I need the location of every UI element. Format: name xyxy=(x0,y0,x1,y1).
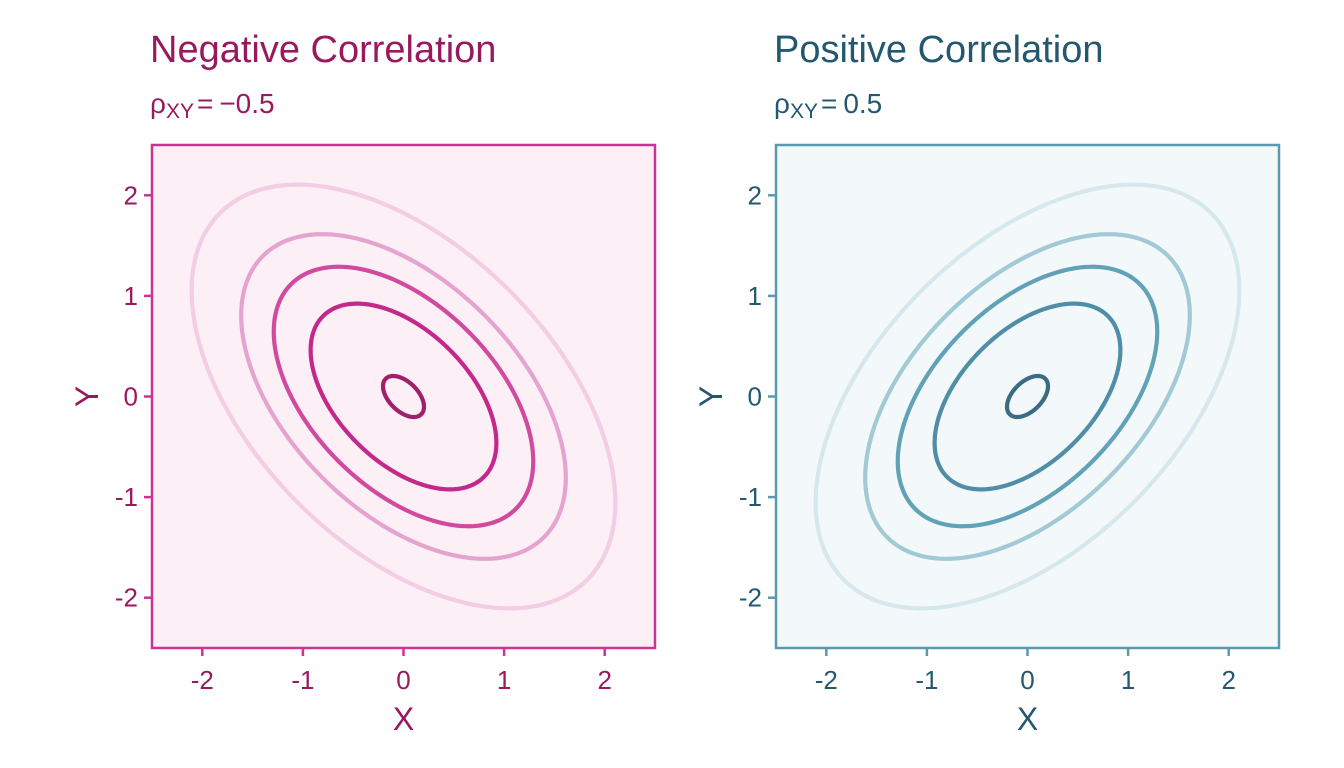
panel-subtitle: ρXY = 0.5 xyxy=(774,88,882,123)
panel-subtitle: ρXY = −0.5 xyxy=(150,88,275,123)
y-tick-label: -1 xyxy=(115,482,138,512)
y-tick-label: 0 xyxy=(124,382,138,412)
panel-title: Positive Correlation xyxy=(774,29,1103,71)
contour-level-5 xyxy=(189,182,618,611)
y-tick-label: 0 xyxy=(748,382,762,412)
contour-level-1 xyxy=(1004,373,1051,420)
contour-level-2 xyxy=(932,301,1123,492)
x-tick-label: 1 xyxy=(497,665,511,695)
x-tick-label: -1 xyxy=(915,665,938,695)
x-tick-label: 2 xyxy=(597,665,611,695)
x-axis-label: X xyxy=(393,701,414,737)
contour-level-1 xyxy=(380,373,427,420)
x-tick-label: 1 xyxy=(1121,665,1135,695)
contour-lines xyxy=(813,182,1242,611)
y-tick-label: 2 xyxy=(748,180,762,210)
x-tick-label: 2 xyxy=(1221,665,1235,695)
x-tick-label: -2 xyxy=(191,665,214,695)
contour-level-2 xyxy=(308,301,499,492)
contour-level-4 xyxy=(239,232,568,561)
contour-level-3 xyxy=(271,264,536,529)
y-tick-label: 2 xyxy=(124,180,138,210)
contour-level-5 xyxy=(813,182,1242,611)
contour-level-4 xyxy=(863,232,1192,561)
y-tick-label: -1 xyxy=(739,482,762,512)
y-tick-label: 1 xyxy=(748,281,762,311)
y-axis-label: Y xyxy=(69,386,105,407)
x-axis-label: X xyxy=(1017,701,1038,737)
x-tick-label: -2 xyxy=(815,665,838,695)
x-tick-label: 0 xyxy=(396,665,410,695)
y-tick-label: 1 xyxy=(124,281,138,311)
panel-2: Positive Correlation ρXY = 0.5 -2 -1 0 1 2 -2 -1 0 1… xyxy=(693,29,1281,737)
x-tick-label: -1 xyxy=(291,665,314,695)
x-tick-label: 0 xyxy=(1020,665,1034,695)
contour-lines xyxy=(189,182,618,611)
plot-area xyxy=(776,145,1279,648)
y-tick-label: -2 xyxy=(115,583,138,613)
panel-title: Negative Correlation xyxy=(150,29,496,71)
y-tick-label: -2 xyxy=(739,583,762,613)
contour-level-3 xyxy=(895,264,1160,529)
panel-1: Negative Correlation ρXY = −0.5 -2 -1 0 1 2 -2 -1 0… xyxy=(69,29,657,737)
plot-area xyxy=(152,145,655,648)
y-axis-label: Y xyxy=(693,386,729,407)
